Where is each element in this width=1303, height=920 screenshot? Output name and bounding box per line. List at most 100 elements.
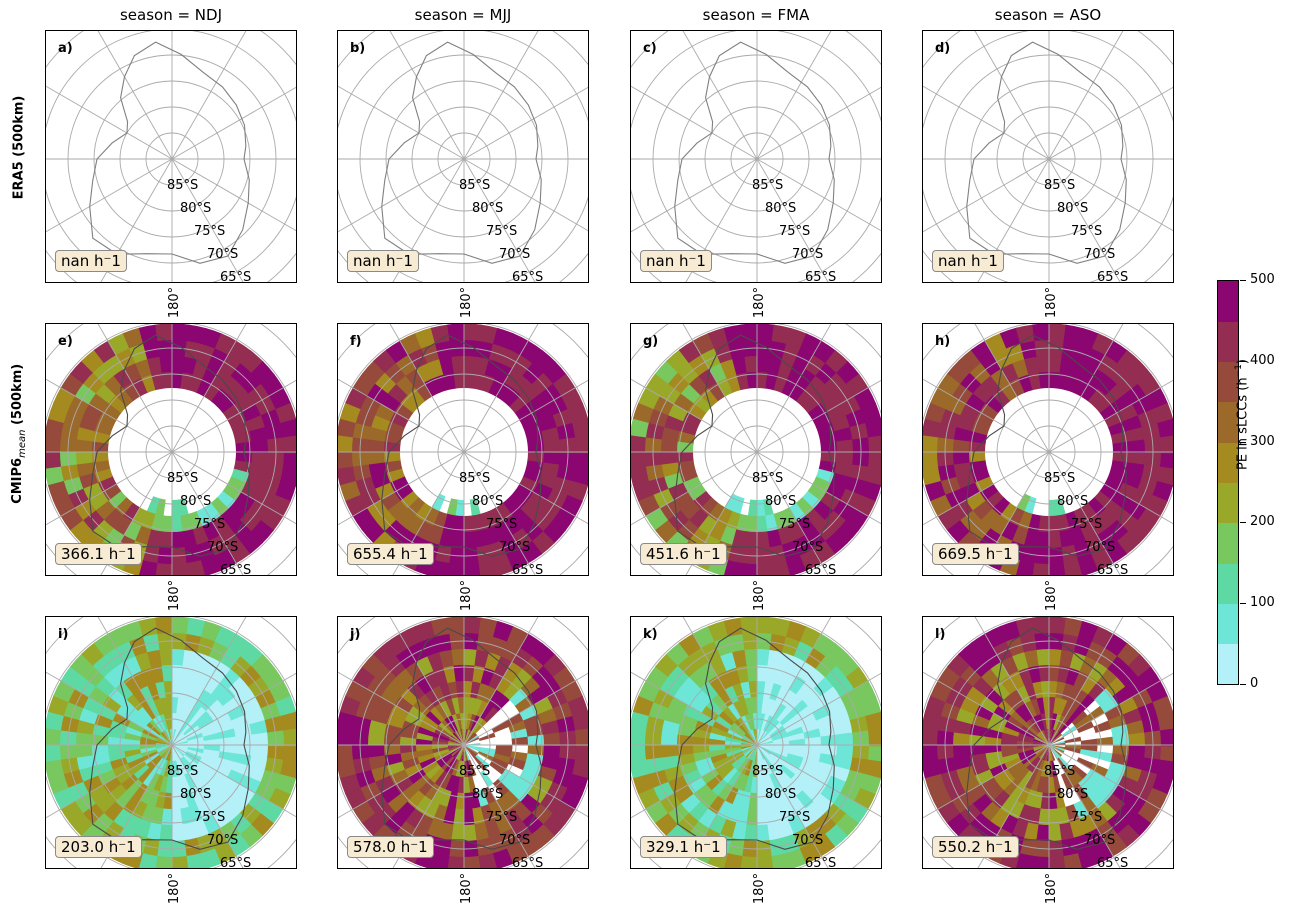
pe-cell [423,670,441,690]
pe-cell [450,733,464,745]
pe-cell [1023,496,1037,515]
pe-cell [491,555,514,575]
pe-cell [165,696,173,714]
pe-cell [978,483,999,502]
pe-cell [196,377,213,397]
pe-cell [724,740,742,745]
pe-cell [772,770,787,788]
pe-cell [986,719,1005,733]
pe-cell [131,377,149,397]
pe-cell [688,508,709,529]
pe-cell [156,745,172,752]
pe-cell [771,617,792,638]
pe-cell [798,712,817,728]
pe-cell [537,708,558,726]
pe-cell [1028,757,1041,774]
column-title-mjj: season = MJJ [414,6,512,24]
pe-cell [1094,395,1114,414]
pe-cell [537,765,558,783]
pe-cell [127,756,145,770]
pe-cell [756,776,764,794]
pe-cell [161,664,173,682]
pe-cell [694,719,713,733]
pe-cell [631,743,646,762]
pe-cell [464,729,471,745]
pe-cell [790,699,809,717]
longitude-gridline [97,617,244,868]
pe-cell [395,374,416,396]
pe-cell [1024,649,1040,668]
latitude-label: 80°S [1057,494,1089,509]
antarctica-coastline [89,627,250,850]
pe-cell [1126,427,1145,443]
pe-cell [520,676,542,697]
pe-cell [1011,818,1029,839]
pe-cell [772,740,790,746]
pe-value-box: nan h⁻1 [347,250,419,272]
pe-cell [686,483,707,502]
pe-cell [1020,724,1037,737]
pe-cell [464,371,476,389]
pe-cell [123,744,141,752]
pe-cell [999,520,1019,542]
pe-cell [736,757,749,774]
pe-cell [444,774,456,792]
pe-cell [733,756,748,771]
pe-cell [697,514,717,536]
pe-cell [1068,706,1084,723]
pe-cell [245,765,266,783]
polar-map [46,31,296,282]
pe-cell [1054,791,1066,810]
pe-cell [923,450,938,469]
pe-cell [732,772,745,790]
pe-cell [980,801,1001,822]
pe-cell [788,738,806,746]
pe-cell [1048,776,1056,794]
pe-cell [1076,555,1099,575]
pe-cell [491,720,509,734]
pe-cell [707,620,730,642]
pe-cell [151,665,165,684]
pe-cell [210,790,229,810]
pe-cell [1152,695,1173,718]
pe-cell [1000,731,1019,741]
pe-cell [160,731,172,745]
pe-cell [132,688,149,707]
pe-cell [1037,515,1049,533]
pe-cell [254,488,276,510]
pe-cell [707,795,725,815]
longitude-gridline [974,31,1121,282]
pe-cell [76,754,95,770]
pe-cell [768,754,783,769]
pe-cell [431,744,449,750]
pe-cell [438,789,452,808]
pe-cell [88,685,110,705]
pe-cell [1104,411,1124,429]
pe-cell [510,751,528,763]
pe-cell [401,719,420,733]
pe-cell [1029,774,1041,792]
pe-cell [999,674,1018,695]
pe-cell [415,748,434,758]
pe-cell [446,562,464,575]
pe-cell [415,744,433,752]
pe-cell [1069,358,1087,379]
pe-cell [1073,670,1090,690]
pe-cell [663,764,684,782]
pe-cell [1002,752,1020,764]
pe-cell [805,375,826,396]
pe-cell [393,776,414,795]
pe-cell [439,649,455,668]
pe-cell [452,745,464,759]
colorbar-segment [1218,281,1238,322]
pe-cell [766,756,780,771]
pe-cell [171,760,177,778]
pe-cell [1032,714,1044,732]
longitude-label: 180° [167,579,183,612]
pe-cell [480,702,494,720]
pe-cell [404,762,423,778]
pe-cell [187,747,205,754]
pe-cell [984,783,1004,802]
pe-cell [159,648,173,666]
pe-cell [491,757,509,770]
